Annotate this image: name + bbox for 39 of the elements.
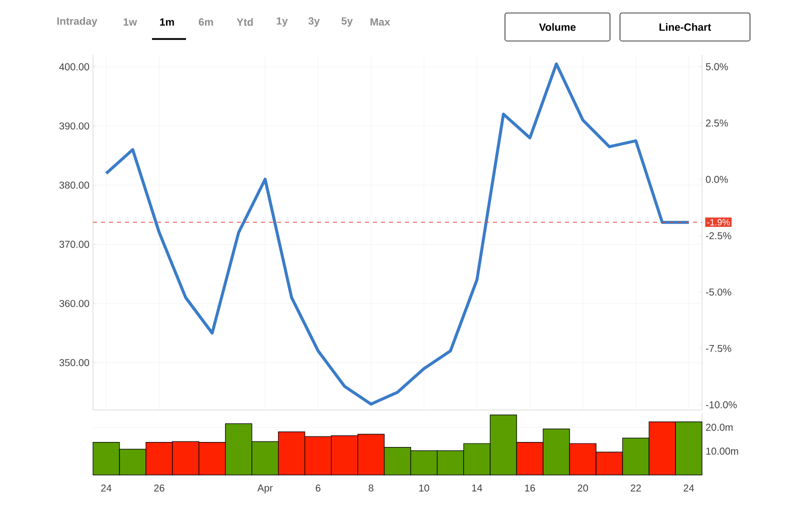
y2-tick-label: 0.0% <box>706 176 728 183</box>
y-tick-label: 390.00 <box>59 122 90 130</box>
y-tick-label: 370.00 <box>59 240 90 248</box>
text: 3y <box>308 17 320 27</box>
y2-tick-label: -10.0% <box>706 401 737 408</box>
y-tick-label: 350.00 <box>59 359 90 366</box>
y-tick-label: 10.00m <box>706 448 738 455</box>
ref-line-label: -1.9% <box>707 219 730 226</box>
x-tick-label: 16 <box>525 484 536 492</box>
y2-tick-label: 5.0% <box>706 63 728 70</box>
text: Intraday <box>57 17 98 27</box>
text: Volume <box>539 23 576 31</box>
x-tick-label: 26 <box>154 484 164 492</box>
x-tick-label: 20 <box>578 484 588 492</box>
text: 1y <box>276 17 288 27</box>
x-tick-label: 8 <box>368 484 374 492</box>
text: 6m <box>198 18 213 26</box>
y2-tick-label: -5.0% <box>706 288 732 296</box>
line-series <box>104 62 690 406</box>
y-tick-label: 380.00 <box>59 182 90 189</box>
y-tick-label: 20.0m <box>706 424 733 431</box>
y2-tick-label: -7.5% <box>706 344 732 352</box>
x-tick-label: 14 <box>472 484 482 492</box>
y-tick-label: 360.00 <box>59 300 90 308</box>
x-tick-label: 24 <box>684 484 694 492</box>
text: 1w <box>124 18 138 26</box>
text: Line-Chart <box>660 23 712 31</box>
y2-tick-label: -2.5% <box>706 232 732 240</box>
text: 5y <box>342 17 353 27</box>
text: Ytd <box>236 18 253 26</box>
x-tick-label: 22 <box>630 484 641 492</box>
y-tick-label: 400.00 <box>59 63 90 70</box>
y2-tick-label: 2.5% <box>706 120 728 127</box>
x-tick-label: 24 <box>101 484 112 492</box>
text: Max <box>370 18 390 26</box>
x-tick-label: Apr <box>257 484 273 494</box>
x-tick-label: 6 <box>316 484 320 492</box>
x-tick-label: 10 <box>419 484 430 492</box>
text: 1m <box>160 18 174 26</box>
